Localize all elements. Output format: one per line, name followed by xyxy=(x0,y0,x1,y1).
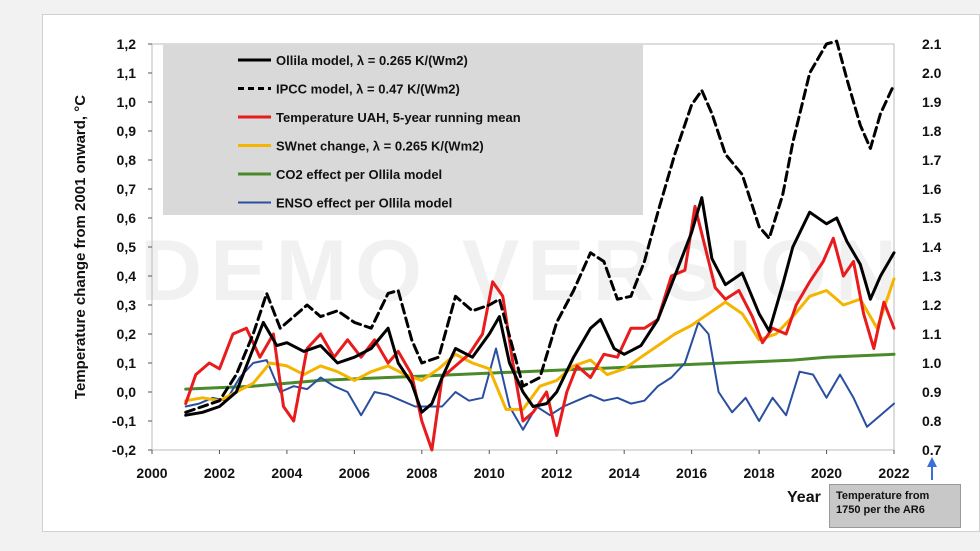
y2-axis: 0.7 0.8 0.9 1.0 1.1 1.2 1.3 1.4 1.5 1.6 1.7 1.8 1.9 2… xyxy=(922,36,942,458)
y-axis-title: Temperature change from 2001 onward, °C xyxy=(72,95,89,399)
y-tick-label: 0,0 xyxy=(117,384,137,400)
y2-tick-label: 2.0 xyxy=(922,65,942,81)
legend-label-4: CO2 effect per Ollila model xyxy=(276,167,442,182)
series-line-1 xyxy=(184,39,896,414)
x-tick-label: 2016 xyxy=(676,465,707,481)
y2-tick-label: 1.8 xyxy=(922,123,942,139)
y-tick-label: 0,9 xyxy=(117,123,137,139)
x-tick-label: 2014 xyxy=(609,465,640,481)
legend-label-2: Temperature UAH, 5-year running mean xyxy=(276,110,521,125)
y-tick-label: -0,1 xyxy=(112,413,136,429)
note-box: Temperature from 1750 per the AR6 xyxy=(829,484,961,528)
y-tick-label: 0,2 xyxy=(117,326,137,342)
y-axis: -0,2 -0,1 0,0 0,1 0,2 0,3 0,4 0,5 0,6 0,7 0,8 0,9 1,… xyxy=(112,36,152,458)
x-tick-label: 2008 xyxy=(406,465,437,481)
watermark: DEMO VERSION xyxy=(140,223,905,319)
y2-tick-label: 1.5 xyxy=(922,210,942,226)
x-tick-label: 2000 xyxy=(136,465,167,481)
y2-tick-label: 1.6 xyxy=(922,181,942,197)
y2-tick-label: 1.0 xyxy=(922,355,942,371)
x-tick-label: 2002 xyxy=(204,465,235,481)
x-tick-label: 2018 xyxy=(744,465,775,481)
y2-tick-label: 1.9 xyxy=(922,94,942,110)
x-tick-label: 2022 xyxy=(878,465,909,481)
legend-label-1: IPCC model, λ = 0.47 K/(Wm2) xyxy=(276,82,460,97)
y-tick-label: 0,6 xyxy=(117,210,137,226)
y-tick-label: 0,8 xyxy=(117,152,137,168)
y-tick-label: 0,7 xyxy=(117,181,137,197)
legend: Ollila model, λ = 0.265 K/(Wm2) IPCC mode… xyxy=(238,53,521,211)
y2-tick-label: 2.1 xyxy=(922,36,942,52)
y-tick-label: 0,4 xyxy=(117,268,137,284)
arrow-up-icon xyxy=(927,457,937,467)
x-tick-label: 2012 xyxy=(541,465,572,481)
series-layer xyxy=(184,39,896,452)
y2-tick-label: 0.8 xyxy=(922,413,942,429)
series-line-0 xyxy=(184,196,896,417)
legend-background xyxy=(163,45,643,215)
y2-tick-label: 1.2 xyxy=(922,297,942,313)
y2-tick-label: 1.1 xyxy=(922,326,942,342)
y-tick-label: 0,5 xyxy=(117,239,137,255)
y-tick-label: 1,2 xyxy=(117,36,137,52)
y2-tick-label: 1.7 xyxy=(922,152,942,168)
x-tick-label: 2010 xyxy=(474,465,505,481)
legend-label-5: ENSO effect per Ollila model xyxy=(276,196,452,211)
x-tick-label: 2020 xyxy=(811,465,842,481)
x-tick-label: 2006 xyxy=(339,465,370,481)
y-tick-label: 1,0 xyxy=(117,94,137,110)
y2-tick-label: 0.9 xyxy=(922,384,942,400)
y-tick-label: 0,3 xyxy=(117,297,137,313)
x-axis: 2000 2002 2004 2006 2008 2010 2012 2014 2016 2018… xyxy=(136,450,910,481)
y2-tick-label: 0.7 xyxy=(922,442,942,458)
y-tick-label: -0,2 xyxy=(112,442,136,458)
y2-tick-label: 1.3 xyxy=(922,268,942,284)
legend-label-3: SWnet change, λ = 0.265 K/(Wm2) xyxy=(276,139,484,154)
series-line-5 xyxy=(184,321,895,431)
x-tick-label: 2004 xyxy=(271,465,302,481)
y2-tick-label: 1.4 xyxy=(922,239,942,255)
series-line-4 xyxy=(184,352,896,391)
y-tick-label: 0,1 xyxy=(117,355,137,371)
legend-label-0: Ollila model, λ = 0.265 K/(Wm2) xyxy=(276,53,468,68)
x-axis-title: Year xyxy=(787,489,821,506)
y-tick-label: 1,1 xyxy=(117,65,137,81)
series-line-2 xyxy=(184,204,896,452)
